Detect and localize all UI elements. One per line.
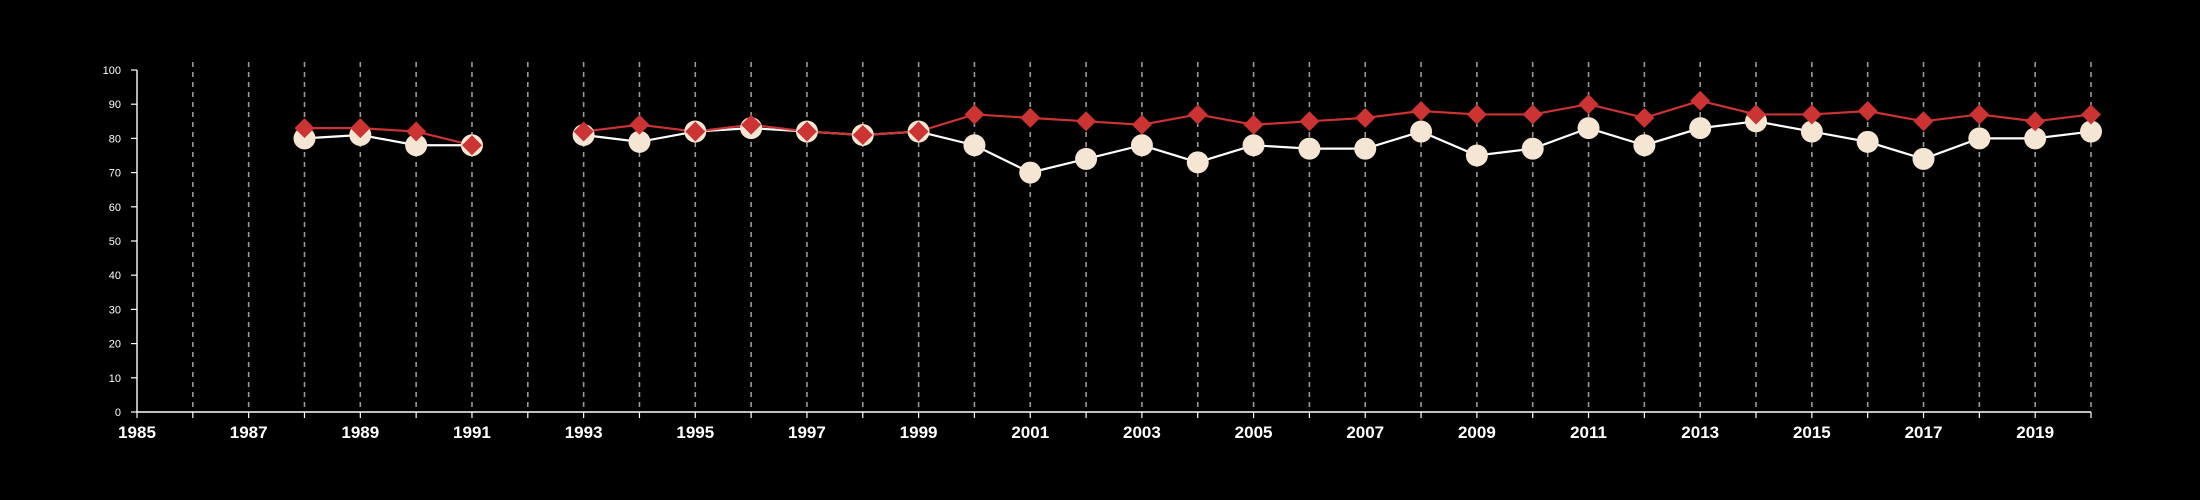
series-1-point — [1019, 161, 1042, 184]
tick-labels: 0 10 20 30 40 50 60 70 80 90 100 1985 1987 1989 1991 19… — [103, 65, 2054, 442]
series-2-point — [1076, 111, 1097, 132]
x-tick-label: 2017 — [1905, 423, 1943, 442]
x-tick-label: 2011 — [1570, 423, 1607, 442]
series-2-point — [1634, 107, 1655, 128]
series-1-point — [1354, 137, 1377, 160]
series-1-point — [1856, 130, 1879, 153]
x-tick-label: 1985 — [118, 423, 156, 442]
x-tick-label: 2015 — [1793, 423, 1831, 442]
series-2-point — [1411, 101, 1432, 122]
x-tick-label: 2009 — [1458, 423, 1496, 442]
y-tick-label: 90 — [109, 99, 121, 111]
series-2-line — [304, 127, 473, 147]
x-tick-label: 2001 — [1011, 423, 1049, 442]
series-2-point — [1690, 90, 1711, 111]
series-1-point — [1242, 134, 1265, 157]
series-2-point — [1299, 111, 1320, 132]
series-2-point — [629, 114, 650, 135]
series-2-point — [2081, 104, 2101, 125]
series-1-point — [1130, 134, 1153, 157]
series-2-point — [1131, 114, 1152, 135]
series-2-point — [908, 121, 929, 142]
series-1-point — [1912, 147, 1935, 170]
series-2-point — [1857, 101, 1878, 122]
series-1-point — [1410, 120, 1433, 143]
grid-layer — [192, 62, 2092, 412]
series-1-point — [2080, 120, 2102, 143]
x-tick-label: 1995 — [676, 423, 714, 442]
series-2-point — [741, 114, 762, 135]
series-2-point — [1801, 104, 1822, 125]
y-tick-label: 80 — [109, 133, 121, 145]
series-1-point — [1577, 117, 1600, 140]
x-tick-label: 2007 — [1346, 423, 1384, 442]
x-tick-label: 2013 — [1681, 423, 1719, 442]
series-2-point — [1355, 107, 1376, 128]
y-tick-label: 50 — [109, 236, 121, 248]
y-tick-label: 70 — [109, 168, 121, 180]
series-lines — [304, 99, 2092, 174]
series-1-point — [1689, 117, 1712, 140]
x-tick-label: 1999 — [900, 423, 938, 442]
series-2-point — [1913, 111, 1934, 132]
y-tick-label: 0 — [115, 407, 121, 419]
series-markers — [293, 90, 2102, 184]
series-2-point — [2025, 111, 2046, 132]
series-1-point — [1633, 134, 1656, 157]
series-1-line — [304, 133, 472, 147]
series-1-point — [1186, 151, 1209, 174]
y-tick-label: 60 — [109, 202, 121, 214]
series-2-point — [964, 104, 985, 125]
series-1-point — [293, 127, 316, 150]
y-tick-label: 100 — [103, 65, 121, 77]
y-tick-label: 30 — [109, 304, 121, 316]
x-tick-label: 2003 — [1123, 423, 1161, 442]
series-2-point — [1466, 104, 1487, 125]
series-2-point — [1522, 104, 1543, 125]
series-1-point — [1521, 137, 1544, 160]
series-1-point — [1465, 144, 1488, 167]
y-tick-label: 20 — [109, 339, 121, 351]
series-1-point — [1075, 147, 1098, 170]
x-tick-label: 1997 — [788, 423, 826, 442]
series-2-point — [796, 121, 817, 142]
axis-layer — [131, 69, 2092, 418]
series-2-point — [573, 121, 594, 142]
y-tick-label: 10 — [109, 373, 121, 385]
x-tick-label: 1991 — [453, 423, 491, 442]
series-2-point — [350, 118, 371, 139]
series-2-point — [852, 124, 873, 145]
series-2-point — [1746, 104, 1767, 125]
series-1-point — [963, 134, 986, 157]
series-1-point — [1800, 120, 1823, 143]
x-tick-label: 2019 — [2016, 423, 2054, 442]
series-2-point — [1020, 107, 1041, 128]
y-tick-label: 40 — [109, 270, 121, 282]
x-tick-label: 1987 — [230, 423, 268, 442]
x-tick-label: 2005 — [1235, 423, 1273, 442]
series-2-point — [1969, 104, 1990, 125]
series-1-point — [1298, 137, 1321, 160]
x-tick-label: 1989 — [341, 423, 379, 442]
series-2-point — [685, 121, 706, 142]
series-1-point — [1968, 127, 1991, 150]
series-2-point — [1243, 114, 1264, 135]
series-2-point — [406, 121, 427, 142]
x-tick-label: 1993 — [565, 423, 603, 442]
series-2-point — [1187, 104, 1208, 125]
series-2-point — [461, 135, 482, 156]
series-1-point — [628, 130, 651, 153]
series-2-point — [294, 118, 315, 139]
series-2-point — [1578, 94, 1599, 115]
series-1-point — [405, 134, 428, 157]
series-1-point — [2024, 127, 2047, 150]
series-2-line — [583, 99, 2092, 137]
